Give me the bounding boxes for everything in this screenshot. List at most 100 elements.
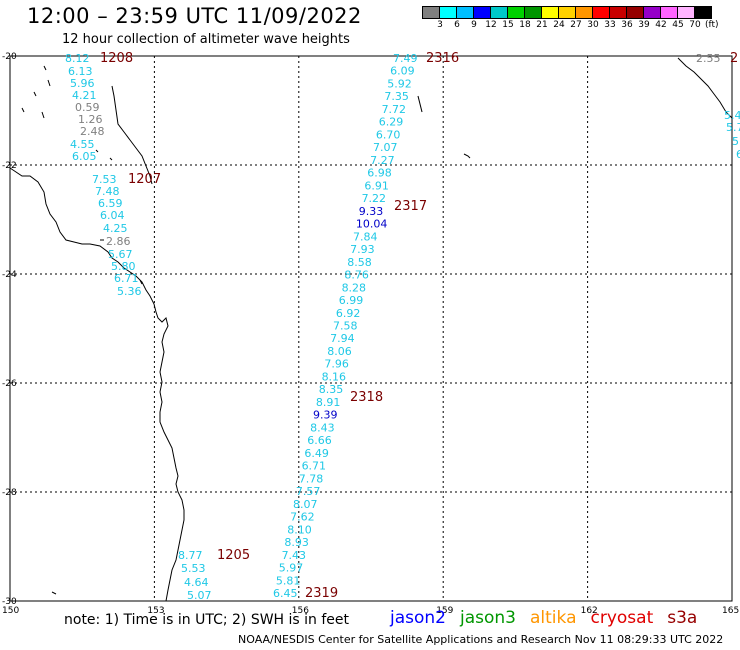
pass-label: 1208 [100,51,133,66]
longitude-label: 156 [292,606,309,616]
credit-line: NOAA/NESDIS Center for Satellite Applica… [238,633,724,646]
graticule [10,56,732,601]
longitude-label: 159 [436,606,453,616]
small-island-2 [463,153,471,159]
wave-height-value: 8.58 [347,256,372,269]
wave-height-value: 10.04 [356,218,388,231]
wave-height-value: 5.45 [724,109,740,122]
wave-height-value: 2.55 [696,52,721,65]
new-caledonia-coast [677,57,733,119]
longitude-label: 165 [722,606,739,616]
colorbar-cell [694,6,712,19]
wave-height-value: 7.57 [296,485,321,498]
satellite-legend-item: s3a [667,608,698,628]
wave-height-value: 7.78 [299,472,324,485]
wave-height-value: 5.53 [181,562,206,575]
wave-height-value: 5.81 [276,574,301,587]
wave-height-value: 7.27 [370,154,395,167]
wave-height-value: 6.04 [100,209,125,222]
satellite-legend: jason2 jason3 altika cryosat s3a [390,608,711,628]
wave-height-value: 5.97 [279,562,304,575]
wave-height-value: 5.80 [111,260,136,273]
map-frame [9,55,733,602]
longitude-label: 153 [147,606,164,616]
wave-height-value: 6.71 [302,460,327,473]
colorbar-label: 15 [502,20,514,30]
latitude-label: -30 [2,597,17,607]
colorbar-label: 18 [519,20,531,30]
pass-label: 2319 [305,586,338,601]
colorbar-label: 21 [536,20,548,30]
wave-height-value: 8.91 [316,396,341,409]
new-guinea-island-1 [21,65,51,119]
map-title: 12:00 – 23:59 UTC 11/09/2022 [27,4,362,28]
colorbar-label: 39 [638,20,650,30]
wave-height-value: 8.12 [65,52,90,65]
satellite-legend-item: jason3 [460,608,516,628]
wave-height-value: 8.76 [344,269,369,282]
wave-height-value: 4.55 [70,138,95,151]
wave-height-value: 6.13 [68,65,93,78]
colorbar-unit: (ft) [705,20,719,30]
satellite-legend-item: altika [530,608,577,628]
wave-height-value: 4.21 [72,89,97,102]
wave-height-value: 6.71 [114,272,139,285]
wave-height-value: 7.48 [95,185,120,198]
wave-height-value: 6.70 [376,128,401,141]
latitude-label: -26 [2,379,17,389]
colorbar-label: 33 [604,20,616,30]
colorbar-label: 6 [454,20,460,30]
wave-height-value: 1.26 [78,113,103,126]
wave-height-value: 6.99 [339,294,364,307]
wave-height-value: 7.07 [373,141,398,154]
wave-height-value: 8.28 [342,281,367,294]
colorbar-label: 12 [485,20,497,30]
wave-height-value: 8.93 [284,536,309,549]
wave-height-value: 7.49 [393,52,418,65]
pass-labels: 1208 1207 1205 2316 2317 2318 2319 2 [100,51,738,601]
wave-height-value: 8.77 [178,549,203,562]
wave-height-value: 7.96 [324,358,349,371]
wave-height-value: 9.33 [359,205,384,218]
wave-height-value: 5.07 [187,589,212,602]
australia-coastline [9,167,185,602]
colorbar-cells [422,6,712,19]
wave-height-value: 5 [732,135,739,148]
pass-label: 2316 [426,51,459,66]
wave-height-value: 4.64 [184,576,209,589]
wave-height-value: 6.09 [390,65,415,78]
map-subtitle: 12 hour collection of altimeter wave hei… [62,32,350,47]
wave-height-value: 7.72 [382,103,407,116]
wave-height-value: 5.96 [70,77,95,90]
wave-height-value: 5.36 [117,285,142,298]
wave-height-value: 2.86 [106,235,131,248]
wave-height-value: 6.91 [364,179,389,192]
latitude-label: -28 [2,488,17,498]
colorbar-label: 45 [672,20,684,30]
wave-height-value: 4.25 [103,222,128,235]
small-island-1 [417,95,423,113]
latitude-label: -20 [2,52,17,62]
wave-height-values: 8.126.135.964.210.591.262.484.556.05 7.53… [65,52,740,602]
colorbar-label: 24 [553,20,565,30]
colorbar-label: 3 [437,20,443,30]
satellite-legend-item: cryosat [590,608,654,628]
wave-height-value: 8.07 [293,498,318,511]
pass-label: 2317 [394,199,427,214]
wave-height-value: 7.53 [92,173,117,186]
pass-label: 2 [730,51,738,66]
pass-label: 1205 [217,548,250,563]
wave-height-value: 9.39 [313,409,338,422]
wave-height-value: 8.35 [319,383,344,396]
cape-york-coastline [111,85,153,185]
wave-height-value: 6.98 [367,167,392,180]
colorbar-label: 36 [621,20,633,30]
latitude-label: -22 [2,161,17,171]
colorbar-label: 70 [689,20,701,30]
wave-height-value: 5.7 [726,121,740,134]
coastline [9,57,733,602]
wave-height-value: 6.49 [304,447,329,460]
wave-height-value: 8.06 [327,345,352,358]
